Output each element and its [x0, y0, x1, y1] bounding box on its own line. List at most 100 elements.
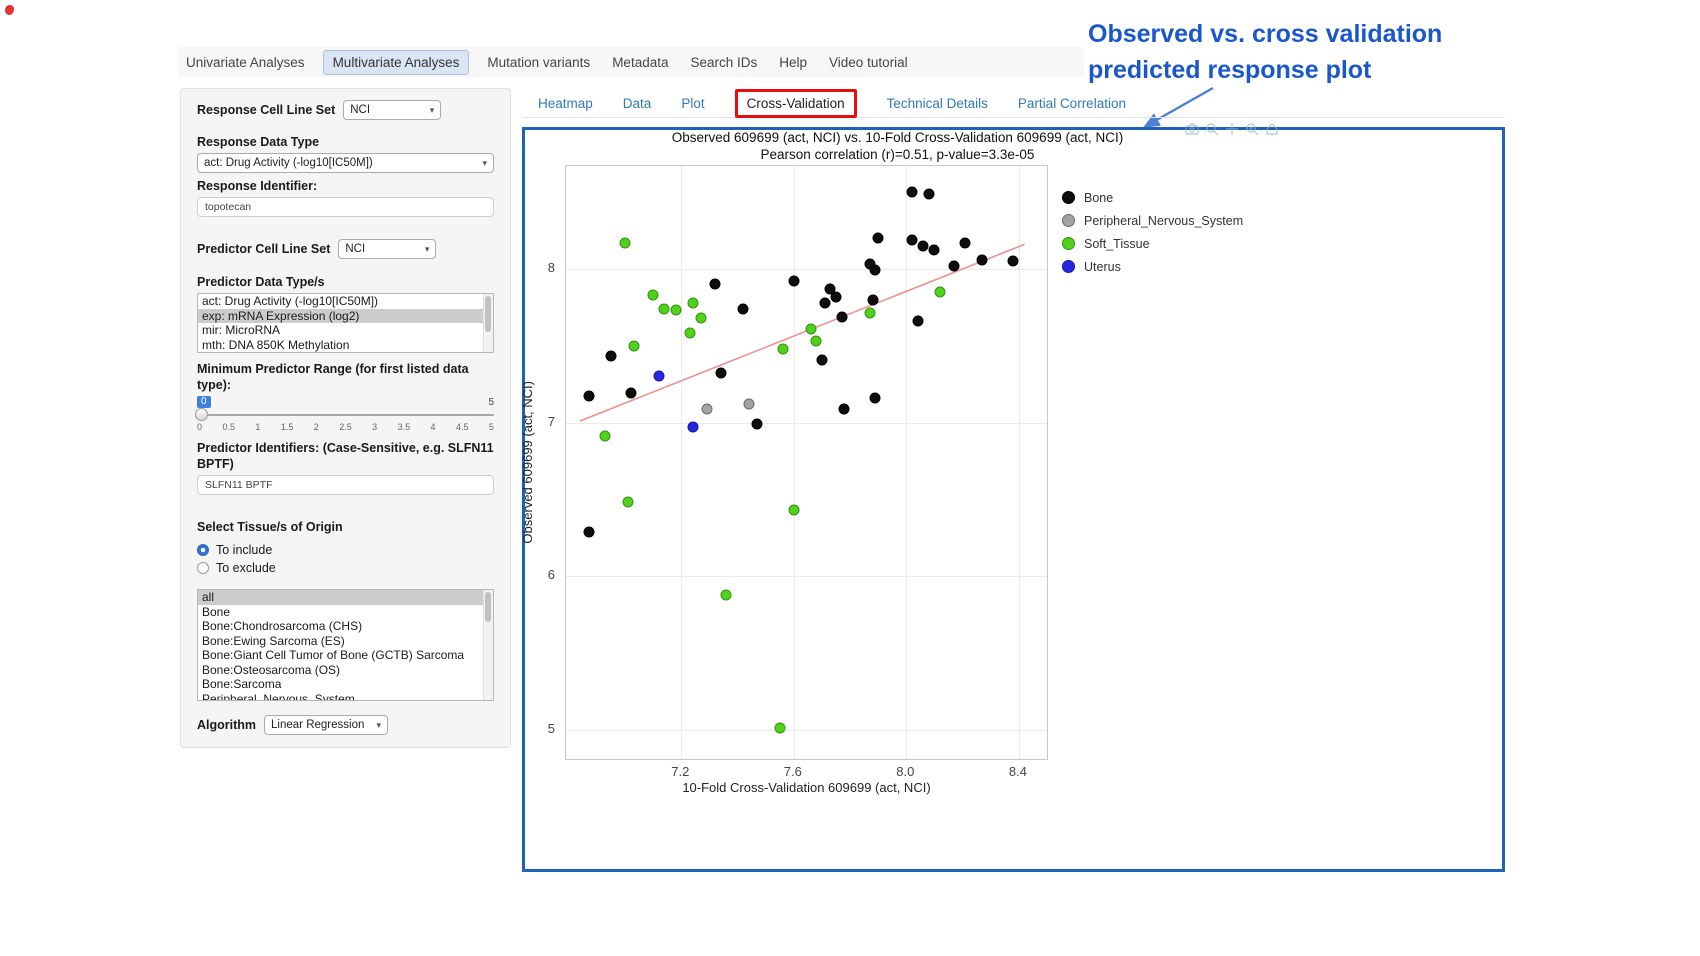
nav-tab-video-tutorial[interactable]: Video tutorial	[829, 54, 908, 70]
point-soft-tissue[interactable]	[684, 327, 696, 339]
point-bone[interactable]	[625, 387, 637, 399]
subtab-heatmap[interactable]: Heatmap	[538, 95, 593, 111]
nav-tab-univariate-analyses[interactable]: Univariate Analyses	[186, 54, 305, 70]
point-soft-tissue[interactable]	[658, 303, 670, 315]
legend-item-uterus[interactable]: Uterus	[1062, 255, 1243, 278]
nav-tab-help[interactable]: Help	[779, 54, 808, 70]
tissue-option-bone-sarcoma[interactable]: Bone:Sarcoma	[202, 677, 282, 691]
tissue-include-radio[interactable]: To include	[197, 541, 494, 559]
camera-icon[interactable]	[1185, 122, 1199, 136]
point-bone[interactable]	[959, 237, 971, 249]
point-soft-tissue[interactable]	[695, 312, 707, 324]
point-bone[interactable]	[917, 240, 929, 252]
point-bone[interactable]	[715, 367, 727, 379]
point-soft-tissue[interactable]	[687, 297, 699, 309]
tissue-option-bone-giant-cell-tumor-of-bone-gctb-sarcoma[interactable]: Bone:Giant Cell Tumor of Bone (GCTB) Sar…	[202, 648, 465, 662]
point-soft-tissue[interactable]	[622, 496, 634, 508]
predictor-identifiers-input[interactable]	[197, 475, 494, 495]
tissue-option-bone-chondrosarcoma-chs[interactable]: Bone:Chondrosarcoma (CHS)	[202, 619, 363, 633]
zoom-icon[interactable]	[1205, 122, 1219, 136]
datatype-option-mir-microrna[interactable]: mir: MicroRNA	[202, 323, 280, 337]
point-soft-tissue[interactable]	[720, 589, 732, 601]
response-cell-line-set-select[interactable]: NCI ▾	[343, 100, 442, 120]
datatype-option-act-drug-activity-log10-ic50m[interactable]: act: Drug Activity (-log10[IC50M])	[202, 294, 379, 308]
subtab-technical-details[interactable]: Technical Details	[886, 95, 988, 111]
point-bone[interactable]	[816, 354, 828, 366]
point-bone[interactable]	[788, 275, 800, 287]
slider-handle[interactable]	[195, 408, 208, 421]
home-icon[interactable]	[1265, 122, 1279, 136]
response-identifier-input[interactable]	[197, 197, 494, 217]
point-uterus[interactable]	[687, 421, 699, 433]
zoom-in-icon[interactable]	[1245, 122, 1259, 136]
predictor-datatype-scrollbar[interactable]	[483, 294, 493, 352]
scrollbar-thumb[interactable]	[485, 296, 491, 332]
point-soft-tissue[interactable]	[670, 304, 682, 316]
subtab-plot[interactable]: Plot	[681, 95, 705, 111]
point-bone[interactable]	[928, 244, 940, 256]
legend-item-peripheral-nervous-system[interactable]: Peripheral_Nervous_System	[1062, 209, 1243, 232]
pan-icon[interactable]	[1225, 122, 1239, 136]
point-bone[interactable]	[906, 234, 918, 246]
response-data-type-select[interactable]: act: Drug Activity (-log10[IC50M]) ▾	[197, 153, 494, 173]
point-bone[interactable]	[836, 311, 848, 323]
point-soft-tissue[interactable]	[628, 340, 639, 352]
point-bone[interactable]	[976, 254, 988, 266]
point-peripheral-nervous-system[interactable]	[701, 403, 713, 415]
point-uterus[interactable]	[653, 370, 665, 382]
algorithm-select[interactable]: Linear Regression ▾	[264, 715, 389, 735]
point-soft-tissue[interactable]	[777, 343, 789, 355]
point-bone[interactable]	[912, 315, 924, 327]
point-soft-tissue[interactable]	[810, 335, 822, 347]
slider-track[interactable]	[195, 408, 494, 421]
point-bone[interactable]	[872, 232, 884, 244]
tissue-exclude-radio[interactable]: To exclude	[197, 559, 494, 577]
point-bone[interactable]	[583, 390, 594, 402]
tissue-option-all[interactable]: all	[198, 590, 484, 605]
point-bone[interactable]	[923, 188, 935, 200]
tissue-option-bone-osteosarcoma-os[interactable]: Bone:Osteosarcoma (OS)	[202, 662, 341, 677]
point-bone[interactable]	[583, 526, 594, 538]
point-bone[interactable]	[869, 264, 881, 276]
point-bone[interactable]	[906, 186, 918, 198]
nav-tab-metadata[interactable]: Metadata	[612, 54, 669, 70]
point-soft-tissue[interactable]	[774, 722, 786, 734]
point-bone[interactable]	[605, 350, 617, 362]
nav-tab-multivariate-analyses[interactable]: Multivariate Analyses	[322, 49, 470, 75]
plot-panel[interactable]	[565, 165, 1048, 760]
point-bone[interactable]	[948, 260, 960, 272]
datatype-option-exp-mrna-expression-log2[interactable]: exp: mRNA Expression (log2)	[198, 308, 484, 323]
tissue-option-bone-ewing-sarcoma-es[interactable]: Bone:Ewing Sarcoma (ES)	[202, 633, 345, 648]
legend-item-bone[interactable]: Bone	[1062, 186, 1243, 209]
point-bone[interactable]	[824, 283, 836, 295]
point-bone[interactable]	[819, 297, 831, 309]
datatype-option-mth-dna-850k-methylation[interactable]: mth: DNA 850K Methylation	[202, 337, 350, 352]
point-bone[interactable]	[709, 278, 721, 290]
tissue-option-peripheral-nervous-system[interactable]: Peripheral_Nervous_System	[202, 691, 355, 701]
point-bone[interactable]	[1007, 255, 1019, 267]
tissue-option-bone[interactable]: Bone	[202, 604, 231, 619]
subtab-data[interactable]: Data	[622, 95, 652, 111]
point-soft-tissue[interactable]	[647, 289, 659, 301]
subtab-cross-validation[interactable]: Cross-Validation	[746, 95, 845, 111]
predictor-cell-line-set-select[interactable]: NCI ▾	[338, 239, 437, 259]
point-bone[interactable]	[751, 418, 763, 430]
scrollbar-thumb[interactable]	[485, 592, 491, 622]
point-soft-tissue[interactable]	[599, 430, 611, 442]
nav-tab-search-ids[interactable]: Search IDs	[690, 54, 758, 70]
point-bone[interactable]	[838, 403, 850, 415]
legend-item-soft-tissue[interactable]: Soft_Tissue	[1062, 232, 1243, 255]
point-bone[interactable]	[869, 392, 881, 404]
point-bone[interactable]	[830, 291, 842, 303]
point-bone[interactable]	[737, 303, 749, 315]
subtab-partial-correlation[interactable]: Partial Correlation	[1017, 95, 1126, 111]
point-peripheral-nervous-system[interactable]	[743, 398, 755, 410]
tissue-scrollbar[interactable]	[483, 590, 493, 700]
point-bone[interactable]	[864, 258, 876, 270]
point-soft-tissue[interactable]	[788, 504, 800, 516]
point-soft-tissue[interactable]	[805, 323, 817, 335]
point-soft-tissue[interactable]	[934, 286, 946, 298]
nav-tab-mutation-variants[interactable]: Mutation variants	[487, 54, 591, 70]
point-soft-tissue[interactable]	[864, 307, 876, 319]
point-bone[interactable]	[867, 294, 879, 306]
